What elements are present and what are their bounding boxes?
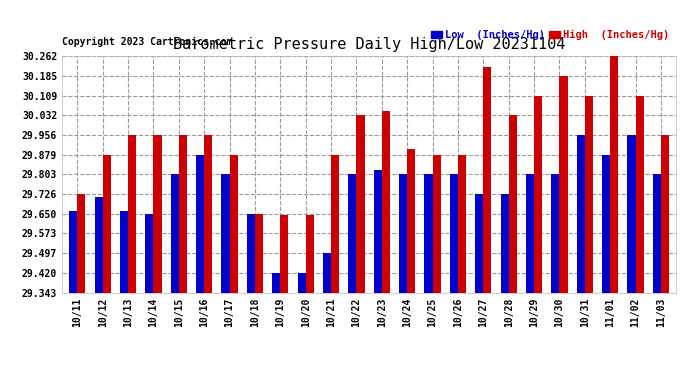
Bar <box>153 135 161 292</box>
Bar <box>77 194 86 292</box>
Bar <box>585 96 593 292</box>
Bar <box>297 273 306 292</box>
Bar <box>475 194 483 292</box>
Bar <box>357 116 364 292</box>
Bar <box>331 155 339 292</box>
Bar <box>196 155 204 292</box>
Bar <box>577 135 585 292</box>
Bar <box>120 211 128 292</box>
Bar <box>348 174 357 292</box>
Bar <box>450 174 458 292</box>
Legend: Low  (Inches/Hg), High  (Inches/Hg): Low (Inches/Hg), High (Inches/Hg) <box>429 28 671 43</box>
Bar <box>424 174 433 292</box>
Bar <box>95 197 103 292</box>
Bar <box>221 174 230 292</box>
Bar <box>230 155 237 292</box>
Bar <box>661 135 669 292</box>
Bar <box>179 135 187 292</box>
Bar <box>610 56 618 292</box>
Bar <box>247 214 255 292</box>
Bar <box>323 253 331 292</box>
Bar <box>103 155 111 292</box>
Bar <box>635 96 644 292</box>
Bar <box>204 135 213 292</box>
Bar <box>170 174 179 292</box>
Text: Copyright 2023 Cartronics.com: Copyright 2023 Cartronics.com <box>62 38 233 47</box>
Bar <box>433 155 441 292</box>
Bar <box>526 174 534 292</box>
Bar <box>483 67 491 292</box>
Bar <box>146 214 153 292</box>
Bar <box>458 155 466 292</box>
Bar <box>399 174 407 292</box>
Bar <box>602 155 610 292</box>
Bar <box>255 214 263 292</box>
Bar <box>509 116 517 292</box>
Bar <box>627 135 635 292</box>
Bar <box>407 149 415 292</box>
Bar <box>374 170 382 292</box>
Bar <box>534 96 542 292</box>
Bar <box>128 135 136 292</box>
Title: Barometric Pressure Daily High/Low 20231104: Barometric Pressure Daily High/Low 20231… <box>173 37 565 52</box>
Bar <box>306 215 314 292</box>
Bar <box>551 174 560 292</box>
Bar <box>653 174 661 292</box>
Bar <box>69 211 77 292</box>
Bar <box>382 111 390 292</box>
Bar <box>273 273 280 292</box>
Bar <box>280 215 288 292</box>
Bar <box>560 76 568 292</box>
Bar <box>501 194 509 292</box>
